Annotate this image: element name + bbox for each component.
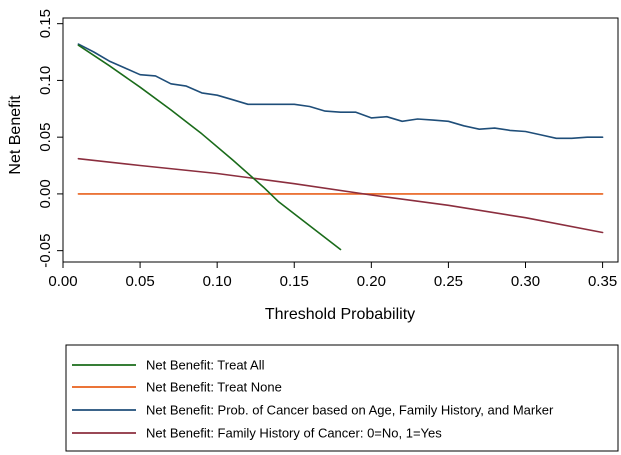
x-axis-title: Threshold Probability — [265, 306, 415, 323]
legend: Net Benefit: Treat All Net Benefit: Treat… — [65, 344, 619, 452]
y-tick-label: 0.05 — [37, 123, 54, 152]
legend-label: Net Benefit: Prob. of Cancer based on Ag… — [146, 403, 554, 418]
y-tick-label: 0.10 — [37, 66, 54, 95]
y-tick-label: 0.15 — [37, 9, 54, 38]
x-axis: 0.00 0.05 0.10 0.15 0.20 0.25 0.30 0.35 — [48, 262, 617, 290]
plot-area-frame — [62, 17, 619, 263]
y-tick-label: -0.05 — [37, 234, 54, 268]
y-tick-label: 0.00 — [37, 179, 54, 208]
marker-model-line — [77, 43, 604, 140]
legend-label: Net Benefit: Treat None — [146, 380, 282, 395]
series-layer — [77, 43, 604, 251]
treat-all-line — [77, 44, 342, 251]
x-tick-label: 0.05 — [125, 273, 154, 290]
x-tick-label: 0.35 — [588, 273, 617, 290]
legend-label: Net Benefit: Treat All — [146, 358, 265, 373]
legend-label: Net Benefit: Family History of Cancer: 0… — [146, 426, 442, 441]
x-tick-label: 0.30 — [511, 273, 540, 290]
x-tick-label: 0.10 — [203, 273, 232, 290]
family-history-line — [77, 157, 604, 234]
x-tick-label: 0.00 — [48, 273, 77, 290]
legend-frame — [65, 344, 619, 452]
y-axis-title: Net Benefit — [7, 95, 24, 175]
y-axis: -0.05 0.00 0.05 0.10 0.15 — [37, 9, 63, 268]
x-tick-label: 0.25 — [434, 273, 463, 290]
x-tick-label: 0.15 — [280, 273, 309, 290]
x-tick-label: 0.20 — [357, 273, 386, 290]
